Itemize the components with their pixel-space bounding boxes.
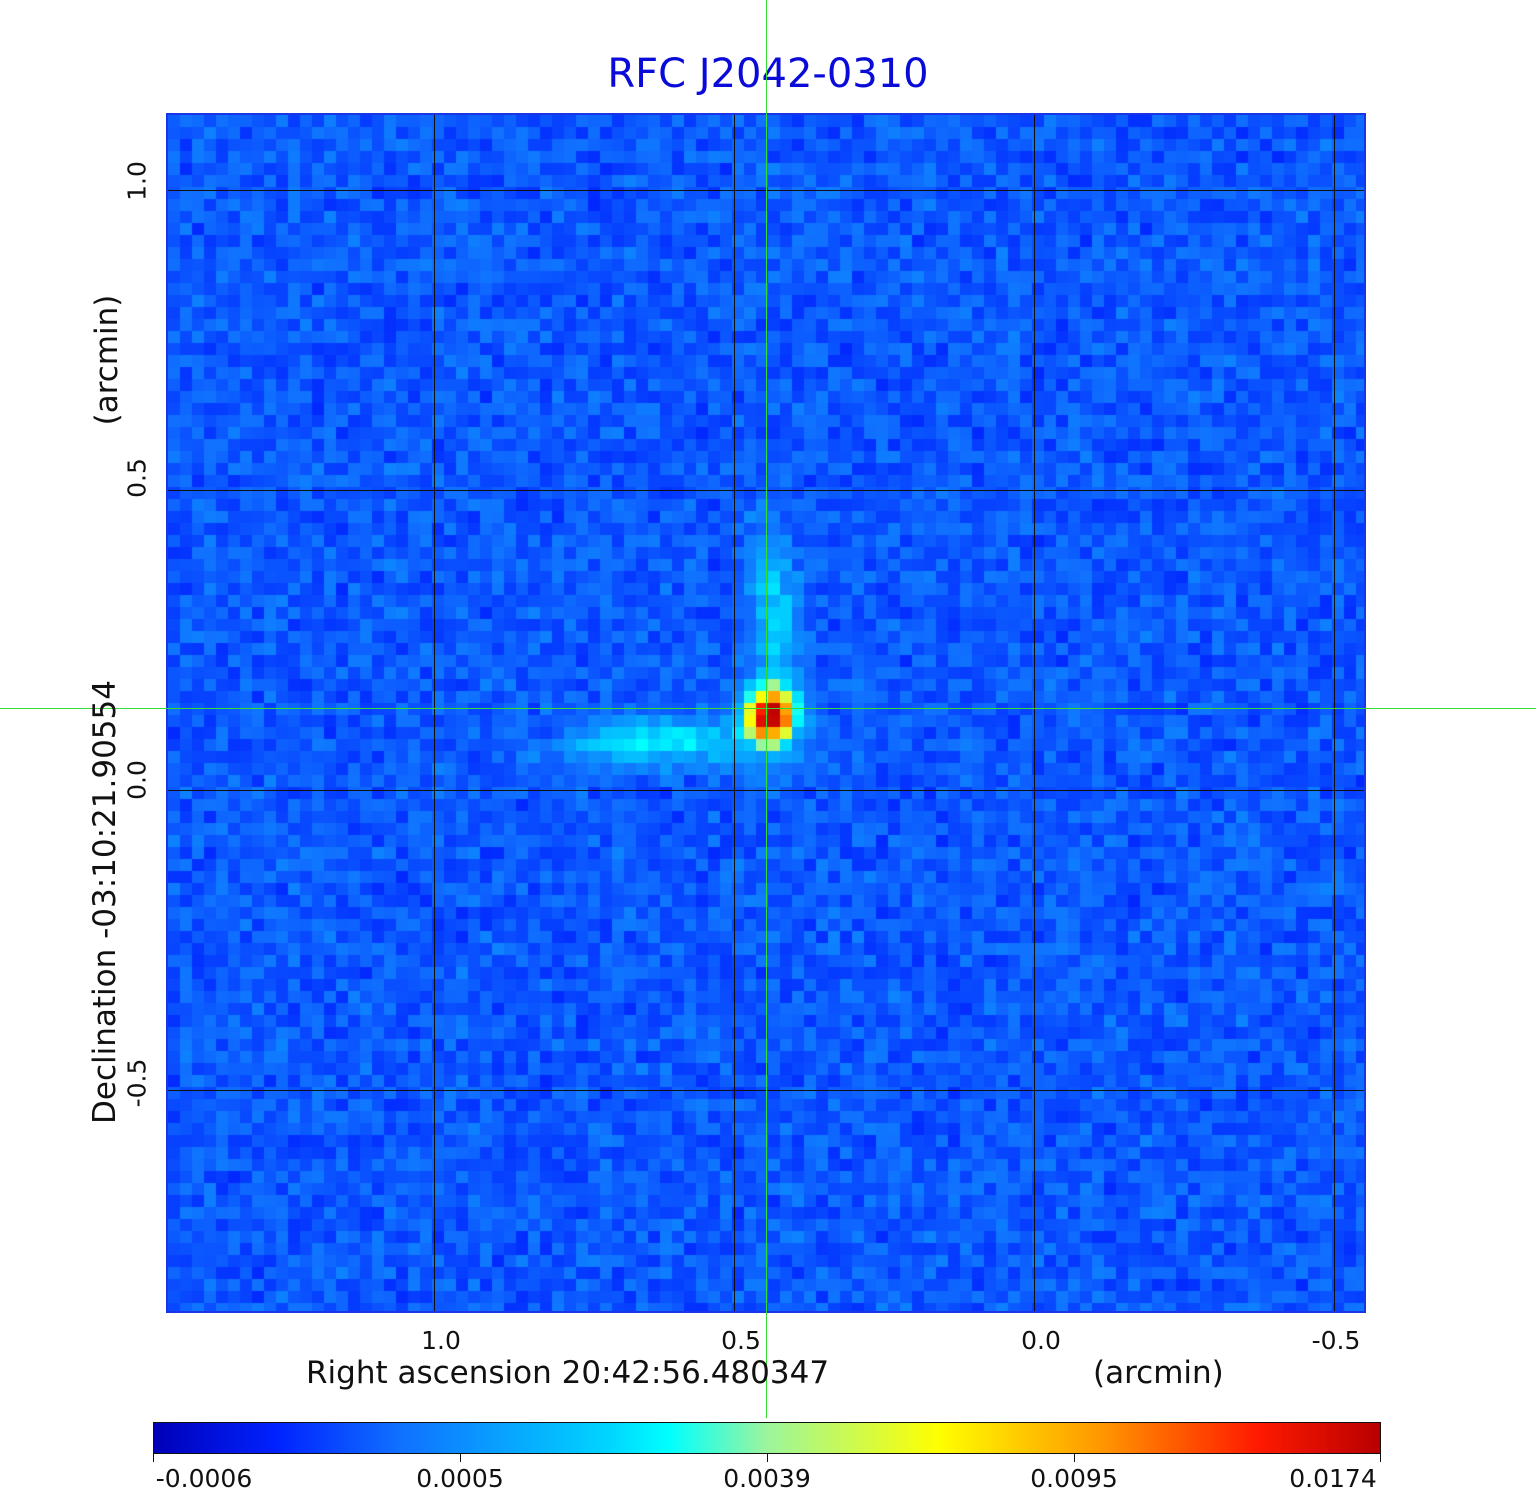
colorbar-tick-label: 0.0095 <box>1030 1464 1118 1493</box>
colorbar-tick-label: 0.0174 <box>1289 1464 1377 1493</box>
y-axis-unit: (arcmin) <box>89 294 125 426</box>
grid-line-x-minus-0.5 <box>1334 115 1335 1311</box>
crosshair-vertical <box>766 0 767 1418</box>
y-tick-label: 1.0 <box>122 161 152 201</box>
colorbar-tick-mark <box>460 1454 461 1462</box>
colorbar <box>153 1422 1381 1454</box>
colorbar-tick-label: 0.0039 <box>723 1464 811 1493</box>
image-title: RFC J2042-0310 <box>607 51 929 97</box>
x-tick-label: 0.0 <box>1021 1326 1061 1355</box>
x-tick-label: 0.5 <box>721 1326 761 1355</box>
colorbar-tick-mark <box>1074 1454 1075 1462</box>
y-tick-label: 0.0 <box>122 760 152 800</box>
grid-line-x-0.0 <box>1034 115 1035 1311</box>
crosshair-horizontal <box>0 708 1536 709</box>
y-tick-label: 0.5 <box>122 458 152 498</box>
x-axis-unit: (arcmin) <box>1093 1355 1224 1391</box>
grid-line-x-1.0 <box>434 115 435 1311</box>
x-tick-label: 1.0 <box>421 1326 461 1355</box>
y-tick-label: -0.5 <box>122 1058 152 1108</box>
colorbar-tick-label: 0.0005 <box>416 1464 504 1493</box>
colorbar-tick-label: -0.0006 <box>155 1464 253 1493</box>
x-tick-label: -0.5 <box>1311 1326 1361 1355</box>
x-axis-label: Right ascension 20:42:56.480347 <box>306 1355 830 1391</box>
colorbar-tick-mark <box>767 1454 768 1462</box>
colorbar-tick-mark <box>1380 1454 1381 1462</box>
grid-line-x-0.5 <box>734 115 735 1311</box>
y-axis-label: Declination -03:10:21.90554 <box>87 680 123 1124</box>
colorbar-tick-mark <box>153 1454 154 1462</box>
